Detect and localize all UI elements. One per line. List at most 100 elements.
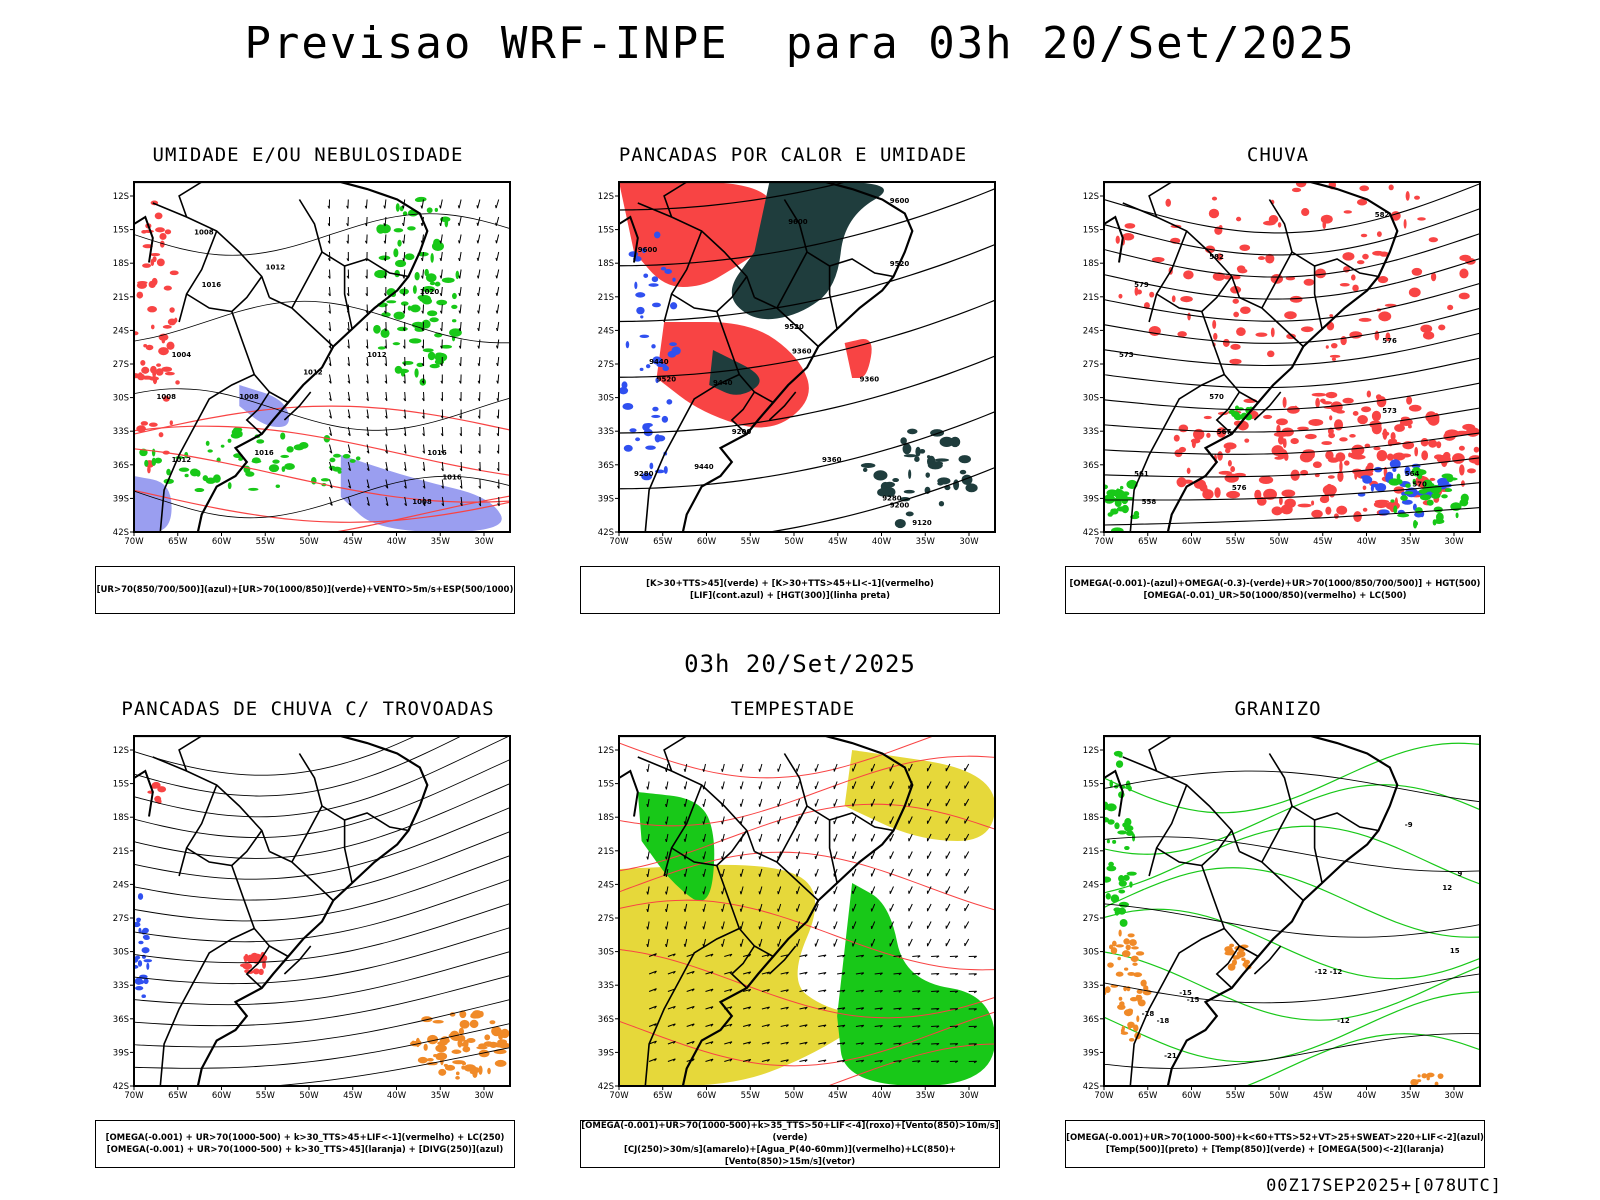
wind-vector xyxy=(855,1042,865,1045)
wind-vector xyxy=(422,479,426,489)
lifted-index-contour xyxy=(622,402,634,410)
streamline xyxy=(1104,282,1480,322)
wind-vector xyxy=(683,921,688,930)
streamline xyxy=(134,1023,510,1069)
wind-vector xyxy=(702,921,706,930)
rain-area xyxy=(1362,485,1367,491)
political-border xyxy=(1291,251,1379,278)
wind-vector xyxy=(945,938,951,947)
thunder-area xyxy=(470,1012,479,1019)
lon-tick-label: 30W xyxy=(959,1091,979,1101)
political-border xyxy=(671,276,748,313)
rain-area xyxy=(1339,460,1343,473)
wind-vector xyxy=(926,851,932,859)
wind-vector xyxy=(496,391,500,402)
wind-vector xyxy=(365,304,368,314)
thunder-area xyxy=(491,1026,502,1037)
temp-850-contour xyxy=(1104,908,1480,980)
wind-vector xyxy=(366,496,370,507)
rain-area xyxy=(1267,350,1275,358)
low-humidity-contour xyxy=(451,319,457,323)
wind-vector xyxy=(495,269,500,279)
low-humidity-contour xyxy=(207,449,213,453)
wind-vector xyxy=(346,216,349,227)
thickness-contour xyxy=(143,229,154,233)
panel-trovoadas: PANCADAS DE CHUVA C/ TROVOADAS 12S 15S 18S… xyxy=(78,698,538,1188)
lat-tick-label: 15S xyxy=(1083,780,1099,790)
wind-vector xyxy=(833,851,838,860)
wind-vector xyxy=(889,938,894,947)
rain-area xyxy=(1283,452,1289,461)
heat-humidity-area xyxy=(902,443,912,455)
political-border xyxy=(828,266,838,330)
wind-vector xyxy=(968,1008,977,1011)
wind-vector xyxy=(870,816,876,825)
caption-line: [LIF](cont.azul) + [HGT(300)](linha pret… xyxy=(689,591,891,601)
weather-map: 5825825795765735705675645615585765735701… xyxy=(1083,181,1481,547)
wind-vector xyxy=(403,426,407,437)
low-humidity-contour xyxy=(414,368,419,378)
rain-area xyxy=(1211,196,1218,201)
wind-vector xyxy=(837,1007,846,1010)
wind-vector xyxy=(421,286,424,297)
low-humidity-contour xyxy=(394,365,403,374)
wind-vector xyxy=(855,954,865,958)
wind-vector xyxy=(912,1042,921,1046)
rain-area xyxy=(1232,298,1239,304)
wind-vector xyxy=(497,496,500,507)
rain-area xyxy=(1308,418,1324,426)
wind-vector xyxy=(721,781,725,790)
temp-850-contour xyxy=(1104,825,1480,894)
precipitable-water-contour xyxy=(826,1043,995,1086)
omega-green-area xyxy=(1233,413,1243,421)
thickness-contour xyxy=(162,325,172,329)
wind-vector xyxy=(889,851,894,860)
divergence-area xyxy=(142,927,149,934)
heat-humidity-area xyxy=(958,455,971,464)
heat-humidity-area xyxy=(903,454,918,458)
isobar xyxy=(134,213,510,256)
wind-vector xyxy=(646,763,650,773)
omega-blue-area xyxy=(1389,459,1401,469)
heat-humidity-area xyxy=(925,472,930,478)
coastline xyxy=(134,736,429,1086)
rain-area xyxy=(1386,453,1394,461)
omega-area xyxy=(1410,1079,1418,1086)
lifted-index-contour xyxy=(635,292,646,298)
omega-green-area xyxy=(1418,489,1428,495)
streamline xyxy=(134,927,510,985)
low-humidity-contour xyxy=(238,457,244,461)
contour-label: 15 xyxy=(1450,947,1460,955)
omega-green-area xyxy=(1419,494,1431,501)
rain-area xyxy=(1173,434,1180,442)
wind-vector xyxy=(945,903,951,912)
lon-tick-label: 50W xyxy=(1269,537,1289,547)
wind-vector xyxy=(852,868,857,877)
geopotential-contour xyxy=(766,466,995,532)
plot-border xyxy=(1103,181,1481,533)
political-border xyxy=(283,945,312,975)
thickness-contour xyxy=(134,405,510,435)
rain-area xyxy=(1459,254,1472,262)
wind-vector xyxy=(477,286,481,297)
streamline xyxy=(134,951,510,1006)
wind-vector xyxy=(477,339,481,349)
rain-area xyxy=(1325,345,1329,349)
wind-vector xyxy=(347,461,351,472)
divergence-area xyxy=(138,927,142,934)
rain-area xyxy=(1230,285,1242,294)
temp-850-contour xyxy=(1114,822,1120,830)
lifted-index-contour xyxy=(661,415,669,423)
wind-vector xyxy=(347,339,350,349)
wind-vector xyxy=(945,833,951,842)
temp-850-contour xyxy=(1125,780,1131,789)
thunder-area xyxy=(487,1067,491,1075)
wind-vector xyxy=(328,321,332,332)
low-humidity-contour xyxy=(202,475,209,482)
low-humidity-contour xyxy=(178,467,190,472)
rain-area xyxy=(1333,419,1344,431)
rain-area xyxy=(1320,398,1326,403)
wind-vector xyxy=(799,954,808,958)
low-humidity-contour xyxy=(194,488,205,493)
rain-area xyxy=(1351,444,1365,456)
